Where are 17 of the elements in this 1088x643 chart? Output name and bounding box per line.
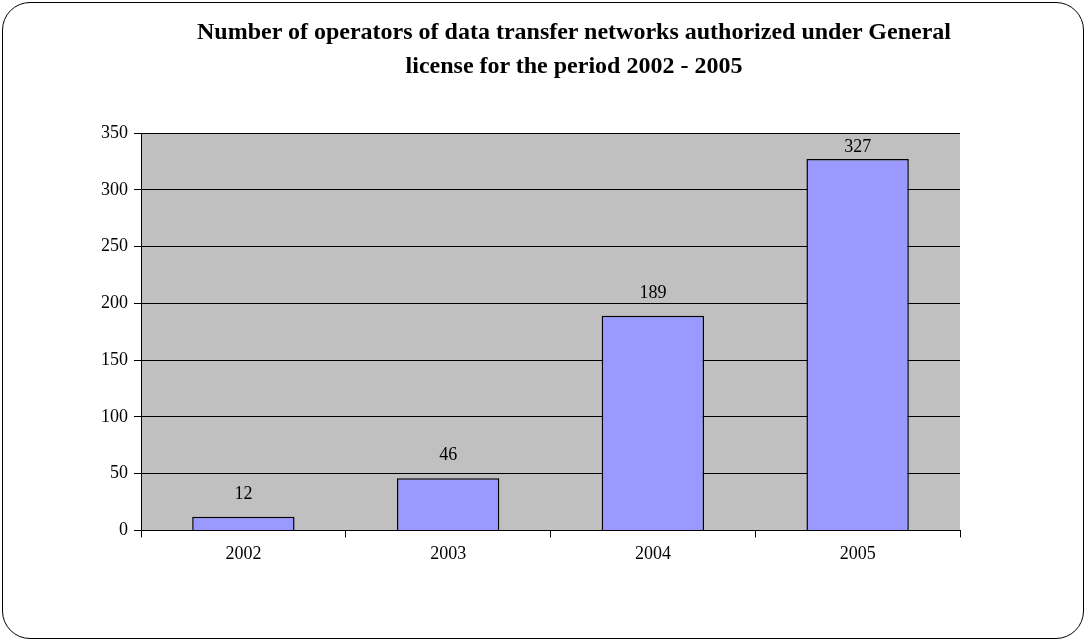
y-tick-label: 200: [101, 292, 128, 313]
y-tick-label: 350: [101, 121, 128, 142]
y-tick-label: 150: [101, 348, 128, 369]
y-tick-label: 0: [119, 519, 128, 540]
x-tick-label: 2002: [225, 542, 262, 563]
y-tick-label: 100: [101, 405, 128, 426]
data-label: 46: [439, 443, 458, 464]
chart-title: Number of operators of data transfer networks authorized under General license for the period 2002 - 2005: [196, 17, 952, 80]
y-tick-label: 250: [101, 235, 128, 256]
data-label: 12: [234, 482, 253, 503]
y-tick-label: 50: [110, 462, 128, 483]
x-tick-label: 2004: [634, 542, 671, 563]
data-label: 327: [844, 135, 872, 156]
x-tick-label: 2005: [839, 542, 876, 563]
data-label: 189: [639, 281, 667, 302]
y-tick-label: 300: [101, 178, 128, 199]
x-tick-label: 2003: [430, 542, 467, 563]
